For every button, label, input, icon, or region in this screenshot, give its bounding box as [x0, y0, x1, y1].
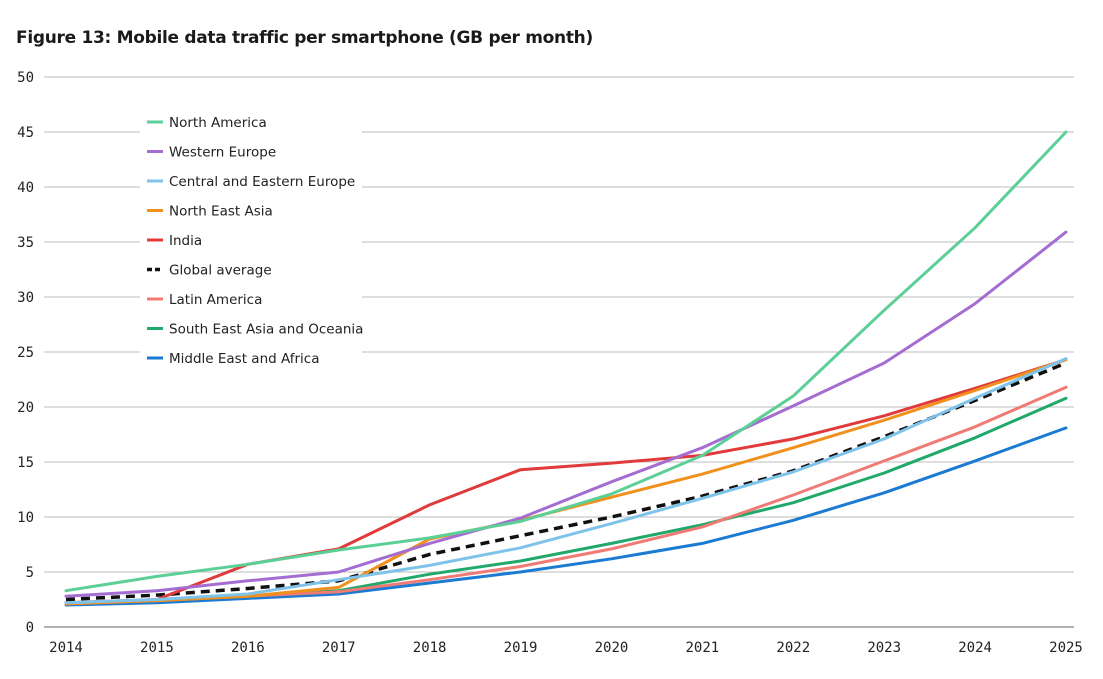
legend-label: North America — [169, 115, 267, 131]
series-line-global-average — [65, 361, 1067, 602]
x-tick-label: 2024 — [958, 640, 992, 656]
series-line-north-america — [64, 130, 1068, 593]
x-tick-label: 2017 — [322, 640, 356, 656]
y-tick-label: 20 — [17, 400, 34, 416]
legend-background — [140, 108, 362, 374]
x-tick-label: 2025 — [1049, 640, 1083, 656]
legend-item: Latin America — [147, 292, 262, 308]
legend-label: Global average — [169, 263, 272, 279]
legend-label: Central and Eastern Europe — [169, 174, 355, 190]
legend-item: South East Asia and Oceania — [147, 322, 363, 338]
legend-item: Middle East and Africa — [147, 351, 320, 367]
series-line-middle-east-and-africa — [64, 426, 1068, 607]
legend-item: North East Asia — [147, 204, 273, 220]
series-line-central-and-eastern-europe — [64, 357, 1068, 605]
legend-label: Latin America — [169, 292, 262, 308]
series-line-india — [64, 358, 1068, 605]
x-tick-label: 2016 — [231, 640, 265, 656]
legend-item: North America — [147, 115, 267, 131]
x-tick-label: 2021 — [686, 640, 720, 656]
legend-label: Western Europe — [169, 145, 276, 161]
y-tick-label: 35 — [17, 235, 34, 251]
legend-item: India — [147, 233, 202, 249]
y-tick-label: 40 — [17, 180, 34, 196]
y-tick-label: 25 — [17, 345, 34, 361]
series-line-western-europe — [64, 230, 1068, 598]
chart-title: Figure 13: Mobile data traffic per smart… — [16, 28, 593, 48]
y-tick-label: 0 — [26, 620, 34, 636]
series-line-latin-america — [64, 385, 1068, 606]
x-tick-label: 2020 — [595, 640, 629, 656]
y-tick-label: 15 — [17, 455, 34, 471]
legend-label: South East Asia and Oceania — [169, 322, 363, 338]
legend-box — [140, 108, 362, 374]
x-axis-ticks: 2014 2015 2016 2017 2018 2019 2020 2021 2022 2023… — [49, 640, 1083, 656]
legend-item: Western Europe — [147, 145, 276, 161]
x-tick-label: 2019 — [504, 640, 538, 656]
legend-item: Global average — [147, 263, 272, 279]
y-tick-label: 30 — [17, 290, 34, 306]
legend-label: India — [169, 233, 202, 249]
x-tick-label: 2022 — [776, 640, 810, 656]
y-tick-label: 5 — [26, 565, 34, 581]
x-tick-label: 2014 — [49, 640, 83, 656]
x-tick-label: 2018 — [413, 640, 447, 656]
legend-label: Middle East and Africa — [169, 351, 320, 367]
legend: North America Western Europe Central and E… — [147, 115, 363, 367]
y-tick-label: 45 — [17, 125, 34, 141]
y-axis-ticks: 0 5 10 15 20 25 30 35 40 45 50 — [17, 70, 34, 636]
x-tick-label: 2023 — [867, 640, 901, 656]
y-tick-label: 50 — [17, 70, 34, 86]
x-tick-label: 2015 — [140, 640, 174, 656]
y-tick-label: 10 — [17, 510, 34, 526]
legend-label: North East Asia — [169, 204, 273, 220]
series-lines — [64, 130, 1068, 607]
legend-item: Central and Eastern Europe — [147, 174, 355, 190]
